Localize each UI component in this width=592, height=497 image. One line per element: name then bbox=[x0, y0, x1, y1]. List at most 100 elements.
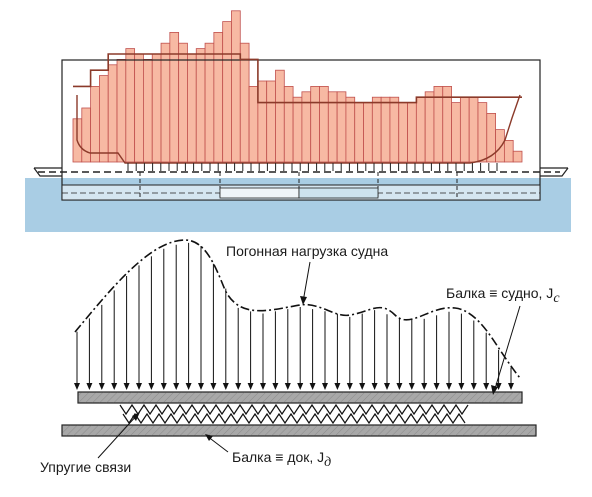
load-bar bbox=[319, 86, 329, 163]
leader-elastic-links bbox=[97, 413, 139, 459]
leader-linear-load bbox=[302, 261, 311, 303]
pontoon-sections bbox=[61, 172, 541, 201]
load-bar bbox=[204, 42, 215, 163]
stepped-load-curve bbox=[73, 53, 522, 104]
load-bar bbox=[459, 96, 470, 163]
ship-hull bbox=[76, 94, 521, 164]
bottom-panel: Погонная нагрузка судна Балка ≡ судно, J… bbox=[40, 239, 560, 475]
load-bar bbox=[512, 150, 523, 163]
load-arrow-head bbox=[421, 383, 428, 390]
load-arrow-head bbox=[446, 383, 452, 390]
load-arrow-head bbox=[322, 383, 328, 390]
load-bar bbox=[195, 48, 206, 163]
label-elastic-links: Упругие связи bbox=[40, 459, 131, 475]
load-bar bbox=[495, 129, 505, 163]
load-arrow-head bbox=[396, 383, 403, 390]
load-arrow-head bbox=[371, 383, 378, 390]
load-bar bbox=[424, 91, 435, 163]
pontoon-end-left bbox=[33, 167, 62, 177]
load-bar bbox=[187, 53, 197, 163]
load-bar bbox=[169, 32, 180, 163]
load-bar bbox=[503, 139, 514, 163]
load-bar bbox=[398, 102, 408, 163]
load-arrow-head bbox=[260, 383, 266, 390]
load-arrow-head bbox=[136, 383, 142, 390]
pontoon-end-right bbox=[540, 167, 569, 177]
load-arrow-head bbox=[359, 383, 366, 390]
top-panel bbox=[25, 10, 571, 232]
load-bar bbox=[257, 80, 268, 163]
load-bar bbox=[178, 42, 188, 163]
load-arrow-head bbox=[111, 383, 118, 390]
load-arrow-head bbox=[458, 383, 465, 390]
load-bar bbox=[292, 96, 303, 163]
leader-beam-ship bbox=[493, 305, 521, 393]
load-bar bbox=[468, 96, 479, 163]
load-bar bbox=[380, 96, 391, 163]
load-arrow-head bbox=[346, 383, 353, 390]
load-envelope-curve bbox=[74, 239, 521, 379]
load-bar bbox=[107, 64, 118, 163]
load-arrow-head bbox=[235, 383, 242, 390]
load-bar bbox=[266, 80, 276, 163]
load-bar bbox=[371, 96, 382, 163]
load-bar bbox=[143, 59, 153, 163]
load-arrow-head bbox=[284, 383, 291, 390]
load-arrow-head bbox=[74, 383, 80, 390]
load-bar bbox=[451, 102, 461, 163]
load-bar bbox=[99, 75, 109, 163]
load-arrow-head bbox=[185, 383, 192, 390]
load-arrow-head bbox=[408, 383, 415, 390]
load-arrow-head bbox=[384, 383, 390, 390]
load-arrow-head bbox=[334, 383, 341, 390]
load-bar bbox=[389, 96, 400, 163]
load-bar bbox=[486, 113, 496, 163]
load-bar bbox=[90, 86, 100, 163]
load-arrow-head bbox=[483, 383, 490, 390]
label-linear-load: Погонная нагрузка судна bbox=[226, 243, 388, 259]
load-bar bbox=[477, 102, 488, 163]
load-arrow-head bbox=[222, 383, 229, 390]
load-bar bbox=[345, 96, 356, 163]
load-arrow-head bbox=[508, 383, 514, 390]
load-arrow-head bbox=[297, 383, 304, 390]
load-bar bbox=[283, 86, 294, 163]
load-arrow-head bbox=[247, 383, 254, 390]
load-bar bbox=[134, 53, 144, 163]
load-arrow-head bbox=[309, 383, 316, 390]
load-arrow-head bbox=[433, 383, 440, 390]
load-bar bbox=[354, 102, 364, 163]
load-bar bbox=[363, 102, 373, 163]
load-arrow-head bbox=[470, 383, 477, 390]
load-arrow-head bbox=[86, 383, 93, 390]
load-arrow-head bbox=[495, 383, 502, 390]
load-bar bbox=[275, 69, 285, 163]
load-arrow-head bbox=[98, 383, 105, 390]
keel-blocks bbox=[127, 163, 498, 171]
load-arrow-head bbox=[123, 383, 130, 390]
load-bar bbox=[310, 86, 320, 163]
load-bar bbox=[213, 32, 224, 163]
load-bar bbox=[125, 48, 136, 163]
load-bar bbox=[151, 53, 162, 163]
load-bar bbox=[116, 59, 127, 163]
label-beam-ship: Балка ≡ судно, Jс bbox=[446, 285, 560, 306]
load-arrow-head bbox=[148, 383, 155, 390]
load-bar bbox=[248, 86, 259, 163]
load-arrow-head bbox=[210, 383, 217, 390]
elastic-spring-row bbox=[119, 403, 469, 416]
load-arrow-head bbox=[160, 383, 167, 390]
load-arrow-head bbox=[173, 383, 180, 390]
load-histogram bbox=[72, 10, 523, 163]
load-bar bbox=[231, 10, 241, 163]
load-bar bbox=[239, 42, 250, 163]
load-arrow-head bbox=[272, 383, 279, 390]
load-bar bbox=[160, 42, 171, 163]
load-bar bbox=[415, 96, 426, 163]
load-arrows bbox=[74, 242, 514, 390]
elastic-spring-row bbox=[122, 412, 466, 425]
load-arrow-head bbox=[198, 383, 204, 390]
load-bar bbox=[407, 102, 417, 163]
load-bar bbox=[81, 107, 92, 163]
